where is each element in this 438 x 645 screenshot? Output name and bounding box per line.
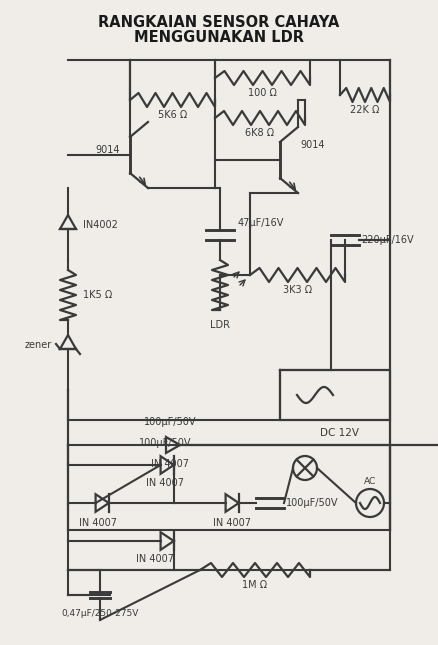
- Text: 0,47µF/250-275V: 0,47µF/250-275V: [61, 609, 139, 618]
- Text: DC 12V: DC 12V: [321, 428, 360, 438]
- Text: 9014: 9014: [96, 145, 120, 155]
- Text: 100µF/50V: 100µF/50V: [144, 417, 196, 427]
- Text: IN 4007: IN 4007: [136, 554, 174, 564]
- Text: AC: AC: [364, 477, 376, 486]
- Text: MENGGUNAKAN LDR: MENGGUNAKAN LDR: [134, 30, 304, 45]
- Text: IN 4007: IN 4007: [151, 459, 189, 469]
- Text: 9014: 9014: [300, 140, 325, 150]
- Text: 100 Ω: 100 Ω: [248, 88, 277, 98]
- Text: 3K3 Ω: 3K3 Ω: [283, 285, 312, 295]
- Text: 1K5 Ω: 1K5 Ω: [83, 290, 112, 300]
- Text: LDR: LDR: [210, 320, 230, 330]
- Text: IN 4007: IN 4007: [146, 478, 184, 488]
- Text: 1M Ω: 1M Ω: [243, 580, 268, 590]
- Text: 220µF/16V: 220µF/16V: [361, 235, 413, 245]
- Text: 47µF/16V: 47µF/16V: [238, 218, 284, 228]
- Text: 5K6 Ω: 5K6 Ω: [158, 110, 187, 120]
- Text: 100µF/50V: 100µF/50V: [139, 438, 191, 448]
- Text: 22K Ω: 22K Ω: [350, 105, 380, 115]
- Text: zener: zener: [25, 340, 52, 350]
- Text: 6K8 Ω: 6K8 Ω: [245, 128, 275, 138]
- Text: IN 4007: IN 4007: [213, 518, 251, 528]
- Text: IN 4007: IN 4007: [79, 518, 117, 528]
- Text: IN4002: IN4002: [83, 220, 118, 230]
- Text: 100µF/50V: 100µF/50V: [286, 498, 339, 508]
- Text: RANGKAIAN SENSOR CAHAYA: RANGKAIAN SENSOR CAHAYA: [98, 15, 340, 30]
